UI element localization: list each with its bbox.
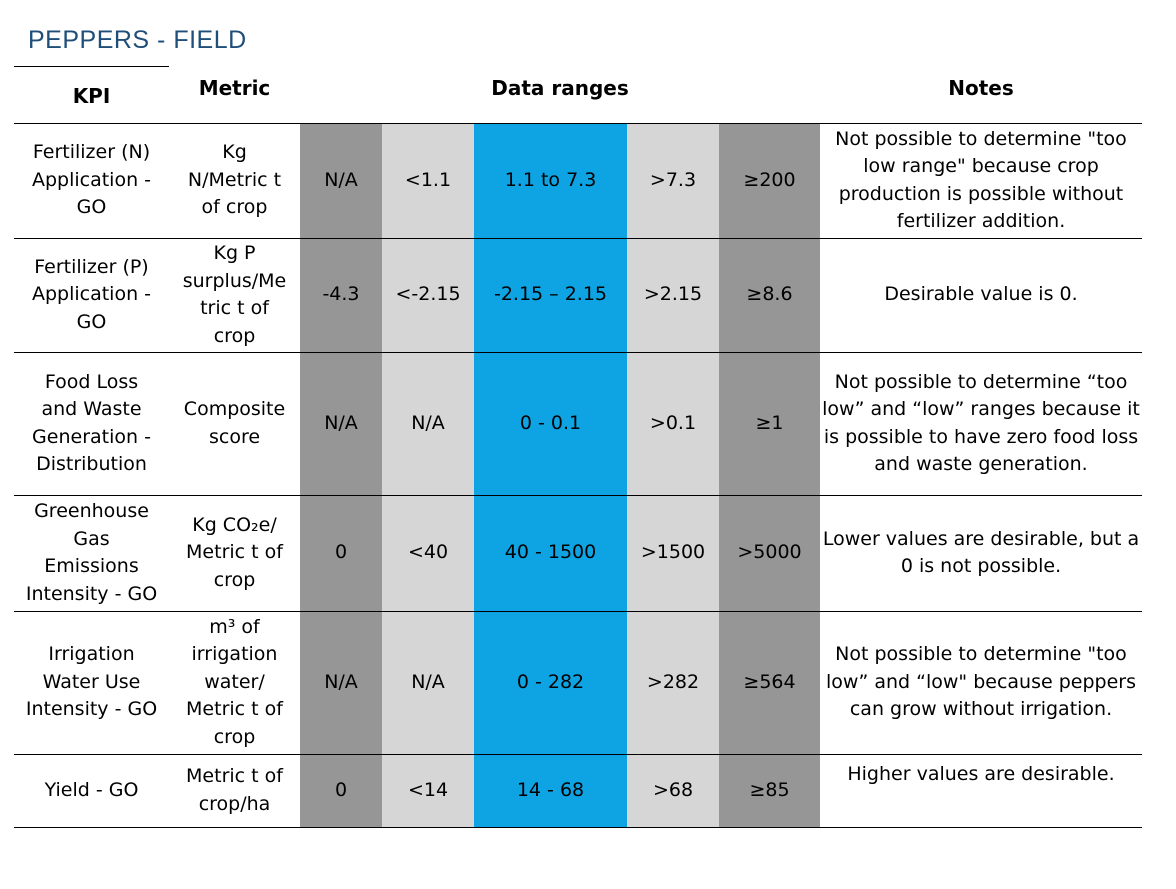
kpi-cell: Irrigation Water Use Intensity - GO — [14, 611, 169, 755]
metric-cell: Composite score — [169, 352, 300, 496]
metric-line: Kg P — [213, 242, 256, 264]
range-cell-low: N/A — [382, 352, 474, 496]
kpi-cell: Fertilizer (N) Application - GO — [14, 123, 169, 239]
range-cell-very-high: ≥200 — [719, 123, 820, 239]
kpi-line: Intensity - GO — [25, 582, 158, 605]
range-cell-desirable: 0 - 0.1 — [474, 352, 627, 496]
notes-cell: Not possible to determine “too low” and … — [820, 352, 1142, 496]
notes-cell: Not possible to determine "too low range… — [820, 123, 1142, 239]
notes-cell: Not possible to determine "too low” and … — [820, 611, 1142, 755]
range-cell-very-high: ≥85 — [719, 754, 820, 828]
kpi-line: Fertilizer (P) — [34, 255, 149, 278]
table-row: Yield - GO Metric t of crop/ha 0 <14 14 - 68 >… — [14, 754, 1142, 828]
notes-cell: Higher values are desirable. — [820, 754, 1142, 828]
kpi-line: Gas — [73, 527, 110, 550]
kpi-cell: Greenhouse Gas Emissions Intensity - GO — [14, 495, 169, 612]
metric-line: Composite — [183, 398, 286, 420]
kpi-line: Generation - — [32, 425, 151, 448]
header-row: KPI Metric Data ranges Notes — [14, 67, 1142, 124]
range-cell-very-low: -4.3 — [300, 238, 382, 353]
table-row: Fertilizer (P) Application - GO Kg P surplus… — [14, 238, 1142, 353]
range-cell-very-low: N/A — [300, 611, 382, 755]
range-cell-desirable: 40 - 1500 — [474, 495, 627, 612]
metric-line: Metric t of — [186, 541, 283, 564]
kpi-line: Greenhouse — [34, 500, 149, 522]
range-cell-high: >0.1 — [627, 352, 719, 496]
range-cell-very-low: 0 — [300, 495, 382, 612]
table-row: Fertilizer (N) Application - GO Kg N/Metric … — [14, 123, 1142, 239]
range-cell-high: >2.15 — [627, 238, 719, 353]
range-cell-desirable: 1.1 to 7.3 — [474, 123, 627, 239]
metric-line: crop — [213, 568, 256, 591]
range-cell-high: >1500 — [627, 495, 719, 612]
range-cell-very-high: >5000 — [719, 495, 820, 612]
kpi-cell: Food Loss and Waste Generation - Distributi… — [14, 352, 169, 496]
kpi-line: Irrigation — [48, 643, 135, 666]
metric-line: Metric t of — [186, 698, 283, 721]
notes-cell: Lower values are desirable, but a 0 is n… — [820, 495, 1142, 612]
range-cell-very-low: N/A — [300, 123, 382, 239]
kpi-line: Emissions — [44, 555, 139, 577]
range-cell-very-high: ≥8.6 — [719, 238, 820, 353]
range-cell-low: <-2.15 — [382, 238, 474, 353]
range-cell-high: >7.3 — [627, 123, 719, 239]
kpi-line: Food Loss — [44, 370, 139, 393]
metric-cell: Kg CO₂e/Metric t of crop — [169, 495, 300, 612]
notes-cell: Desirable value is 0. — [820, 238, 1142, 353]
range-cell-very-high: ≥1 — [719, 352, 820, 496]
table-row: Food Loss and Waste Generation - Distributi… — [14, 352, 1142, 496]
kpi-line: and Waste — [41, 398, 142, 420]
kpi-line: Distribution — [36, 453, 147, 475]
range-cell-high: >68 — [627, 754, 719, 828]
metric-line: crop — [213, 725, 256, 748]
range-cell-low: <40 — [382, 495, 474, 612]
range-cell-very-low: 0 — [300, 754, 382, 828]
metric-cell: Kg N/Metric t of crop — [169, 123, 300, 239]
range-cell-very-high: ≥564 — [719, 611, 820, 755]
metric-line: irrigation — [191, 643, 278, 666]
metric-cell: Metric t of crop/ha — [169, 754, 300, 828]
metric-line: crop/ha — [198, 792, 271, 815]
kpi-line: Yield - GO — [44, 778, 139, 801]
kpi-line: GO — [76, 196, 107, 219]
range-cell-desirable: 14 - 68 — [474, 754, 627, 828]
kpi-line: Application - — [31, 283, 152, 306]
table-row: Irrigation Water Use Intensity - GO m³ of ir… — [14, 611, 1142, 755]
range-cell-high: >282 — [627, 611, 719, 755]
metric-line: crop — [213, 324, 256, 347]
title-underline — [14, 66, 169, 67]
metric-line: Metric t of — [186, 765, 283, 787]
kpi-line: Fertilizer (N) — [32, 141, 151, 164]
metric-line: of crop — [201, 196, 268, 219]
kpi-cell: Yield - GO — [14, 754, 169, 828]
table-row: Greenhouse Gas Emissions Intensity - GO Kg C… — [14, 495, 1142, 612]
header-data-ranges: Data ranges — [300, 67, 820, 124]
kpi-cell: Fertilizer (P) Application - GO — [14, 238, 169, 353]
range-cell-low: N/A — [382, 611, 474, 755]
header-kpi: KPI — [14, 67, 169, 124]
metric-line: surplus/Me — [182, 269, 287, 292]
metric-line: Kg CO₂e/ — [192, 513, 277, 536]
header-notes: Notes — [820, 67, 1142, 124]
kpi-table: KPI Metric Data ranges Notes Fertilizer … — [14, 67, 1142, 828]
metric-cell: Kg P surplus/Me tric t of crop — [169, 238, 300, 353]
metric-line: Kg — [222, 141, 247, 164]
kpi-line: Application - — [31, 168, 152, 191]
range-cell-desirable: 0 - 282 — [474, 611, 627, 755]
range-cell-very-low: N/A — [300, 352, 382, 496]
range-cell-desirable: -2.15 – 2.15 — [474, 238, 627, 353]
kpi-line: Intensity - GO — [25, 698, 158, 721]
metric-line: score — [208, 425, 261, 448]
kpi-line: Water Use — [42, 670, 141, 693]
metric-line: water/ — [204, 670, 265, 693]
metric-cell: m³ of irrigation water/Metric t of crop — [169, 611, 300, 755]
metric-line: m³ of — [209, 615, 260, 638]
page-title: PEPPERS - FIELD — [28, 26, 247, 54]
header-metric: Metric — [169, 67, 300, 124]
metric-line: N/Metric t — [187, 168, 282, 191]
range-cell-low: <14 — [382, 754, 474, 828]
kpi-line: GO — [76, 310, 107, 333]
range-cell-low: <1.1 — [382, 123, 474, 239]
metric-line: tric t of — [200, 297, 269, 319]
